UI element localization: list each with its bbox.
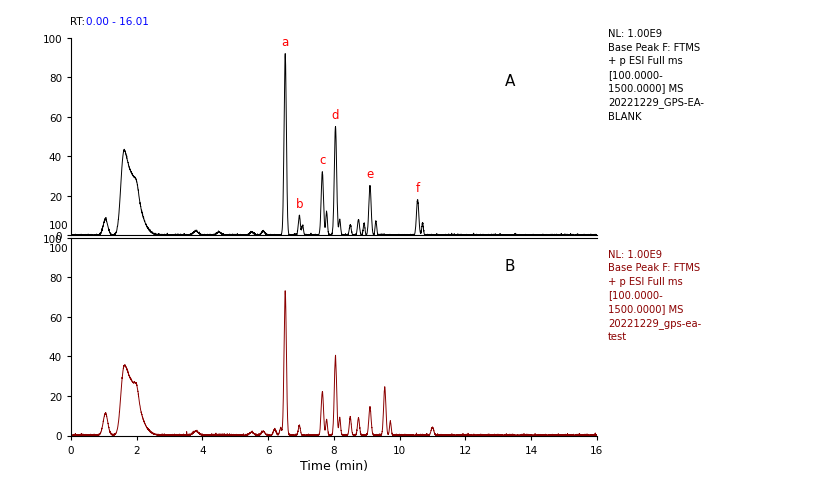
Text: NL: 1.00E9
Base Peak F: FTMS
+ p ESI Full ms
[100.0000-
1500.0000] MS
20221229_G: NL: 1.00E9 Base Peak F: FTMS + p ESI Ful… <box>608 29 704 121</box>
Text: 0.00 - 16.01: 0.00 - 16.01 <box>86 17 149 27</box>
Text: d: d <box>331 108 339 121</box>
X-axis label: Time (min): Time (min) <box>300 459 368 472</box>
Text: RT:: RT: <box>70 17 89 27</box>
Text: a: a <box>281 36 289 48</box>
Text: b: b <box>296 197 303 211</box>
Text: A: A <box>505 74 515 89</box>
Text: 100: 100 <box>48 221 68 230</box>
Text: 100: 100 <box>48 244 68 254</box>
Text: c: c <box>319 154 326 167</box>
Text: B: B <box>505 258 515 273</box>
Text: e: e <box>367 168 373 181</box>
Text: f: f <box>416 182 420 195</box>
Text: NL: 1.00E9
Base Peak F: FTMS
+ p ESI Full ms
[100.0000-
1500.0000] MS
20221229_g: NL: 1.00E9 Base Peak F: FTMS + p ESI Ful… <box>608 249 701 342</box>
